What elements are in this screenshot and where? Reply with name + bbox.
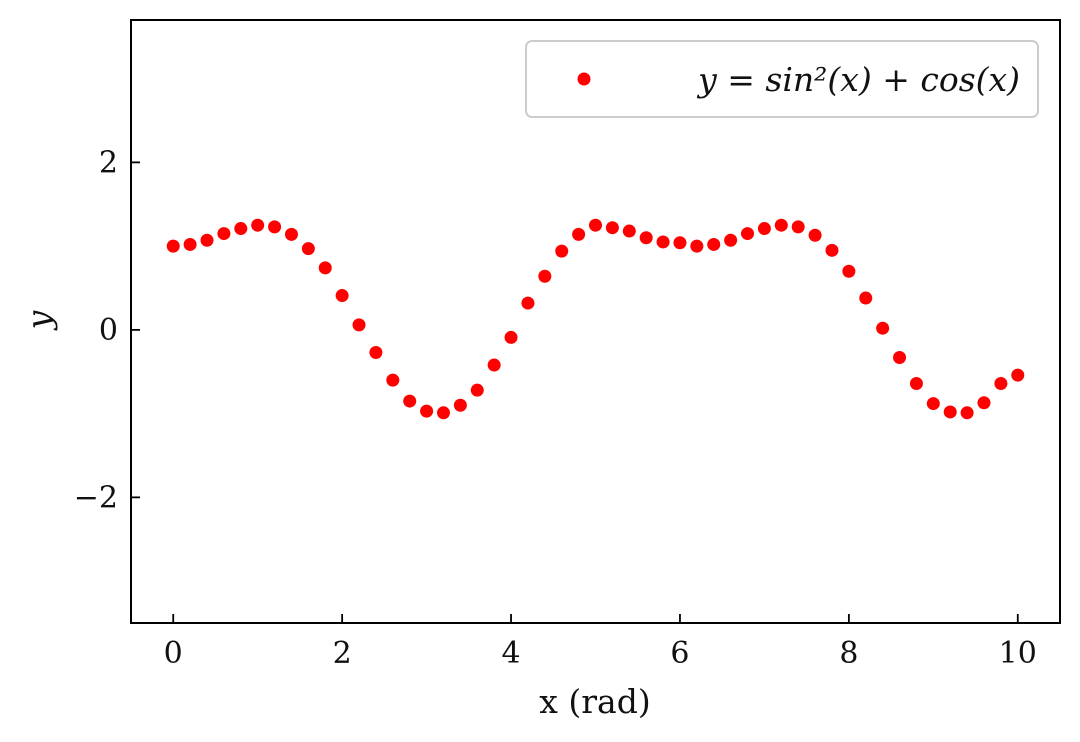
data-point: [301, 242, 315, 256]
y-tick-label: −2: [74, 480, 118, 515]
data-point: [605, 221, 619, 235]
data-point: [724, 233, 738, 247]
data-point: [200, 233, 214, 247]
legend-marker: [577, 72, 591, 86]
y-axis-label: y: [19, 310, 58, 331]
data-point: [470, 383, 484, 397]
y-tick-label: 2: [99, 145, 118, 180]
data-point: [352, 318, 366, 332]
y-tick-label: 0: [99, 313, 118, 348]
data-point: [268, 220, 282, 234]
data-point: [521, 296, 535, 310]
data-point: [572, 227, 586, 241]
data-point: [555, 244, 569, 258]
data-point: [504, 330, 518, 344]
x-tick-label: 8: [839, 636, 858, 671]
data-point: [369, 345, 383, 359]
legend-box: [525, 40, 1039, 118]
data-point: [284, 227, 298, 241]
data-point: [166, 239, 180, 253]
data-point: [217, 227, 231, 241]
data-point: [741, 227, 755, 241]
x-tick-label: 4: [501, 636, 520, 671]
data-point: [386, 373, 400, 387]
data-point: [589, 218, 602, 232]
data-point: [757, 222, 771, 236]
data-point: [707, 237, 721, 251]
data-point: [183, 237, 197, 251]
legend-label: y = sin²(x) + cos(x): [696, 60, 1020, 99]
data-points: [166, 218, 1025, 420]
data-point: [436, 406, 450, 420]
data-point: [622, 224, 636, 238]
data-point: [639, 231, 653, 245]
data-point: [859, 291, 873, 305]
x-tick-label: 6: [670, 636, 689, 671]
data-point: [825, 243, 839, 257]
x-tick-label: 0: [164, 636, 183, 671]
axis-ticks: 0 2 4 6 8 10 −2 0 2: [74, 145, 1037, 671]
x-axis-label: x (rad): [539, 682, 650, 721]
data-point: [335, 289, 349, 303]
data-point: [318, 261, 332, 275]
data-point: [791, 220, 805, 234]
data-point: [876, 321, 890, 335]
data-point: [656, 235, 670, 249]
data-point: [926, 397, 940, 411]
data-point: [251, 218, 265, 232]
x-tick-label: 2: [333, 636, 352, 671]
data-point: [943, 405, 957, 419]
data-point: [487, 358, 501, 372]
legend: y = sin²(x) + cos(x): [525, 40, 1039, 118]
data-point: [774, 218, 788, 232]
data-point: [453, 398, 467, 412]
data-point: [842, 264, 856, 278]
data-point: [690, 239, 704, 253]
data-point: [1011, 368, 1025, 382]
data-point: [234, 222, 248, 236]
data-point: [960, 406, 974, 420]
data-point: [909, 376, 923, 390]
data-point: [994, 376, 1008, 390]
data-point: [403, 394, 417, 408]
data-point: [420, 404, 434, 418]
data-point: [977, 396, 991, 410]
data-point: [673, 236, 687, 250]
data-point: [808, 228, 822, 242]
x-tick-label: 10: [999, 636, 1037, 671]
data-point: [538, 269, 552, 283]
plot-area-frame: [130, 19, 1061, 624]
data-point: [893, 351, 907, 365]
